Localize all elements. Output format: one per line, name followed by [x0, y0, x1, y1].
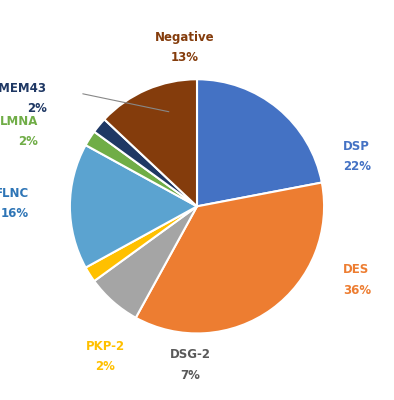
Text: 2%: 2% — [96, 360, 115, 373]
Text: PKP-2: PKP-2 — [86, 340, 125, 352]
Wedge shape — [85, 206, 197, 281]
Text: 36%: 36% — [343, 284, 371, 296]
Wedge shape — [104, 79, 197, 206]
Text: 22%: 22% — [343, 160, 371, 173]
Wedge shape — [136, 182, 324, 334]
Text: DSG-2: DSG-2 — [170, 348, 211, 362]
Wedge shape — [94, 206, 197, 318]
Text: DSP: DSP — [343, 140, 370, 153]
Text: Negative: Negative — [154, 31, 214, 44]
Text: TMEM43: TMEM43 — [0, 82, 47, 94]
Wedge shape — [197, 79, 322, 206]
Text: LMNA: LMNA — [0, 114, 38, 128]
Wedge shape — [85, 132, 197, 206]
Text: 13%: 13% — [170, 51, 198, 64]
Text: 16%: 16% — [1, 207, 29, 220]
Wedge shape — [94, 119, 197, 206]
Text: 7%: 7% — [181, 369, 201, 382]
Wedge shape — [70, 145, 197, 268]
Text: 2%: 2% — [27, 102, 47, 115]
Text: 2%: 2% — [18, 135, 38, 148]
Text: DES: DES — [343, 263, 370, 276]
Text: FLNC: FLNC — [0, 187, 29, 200]
